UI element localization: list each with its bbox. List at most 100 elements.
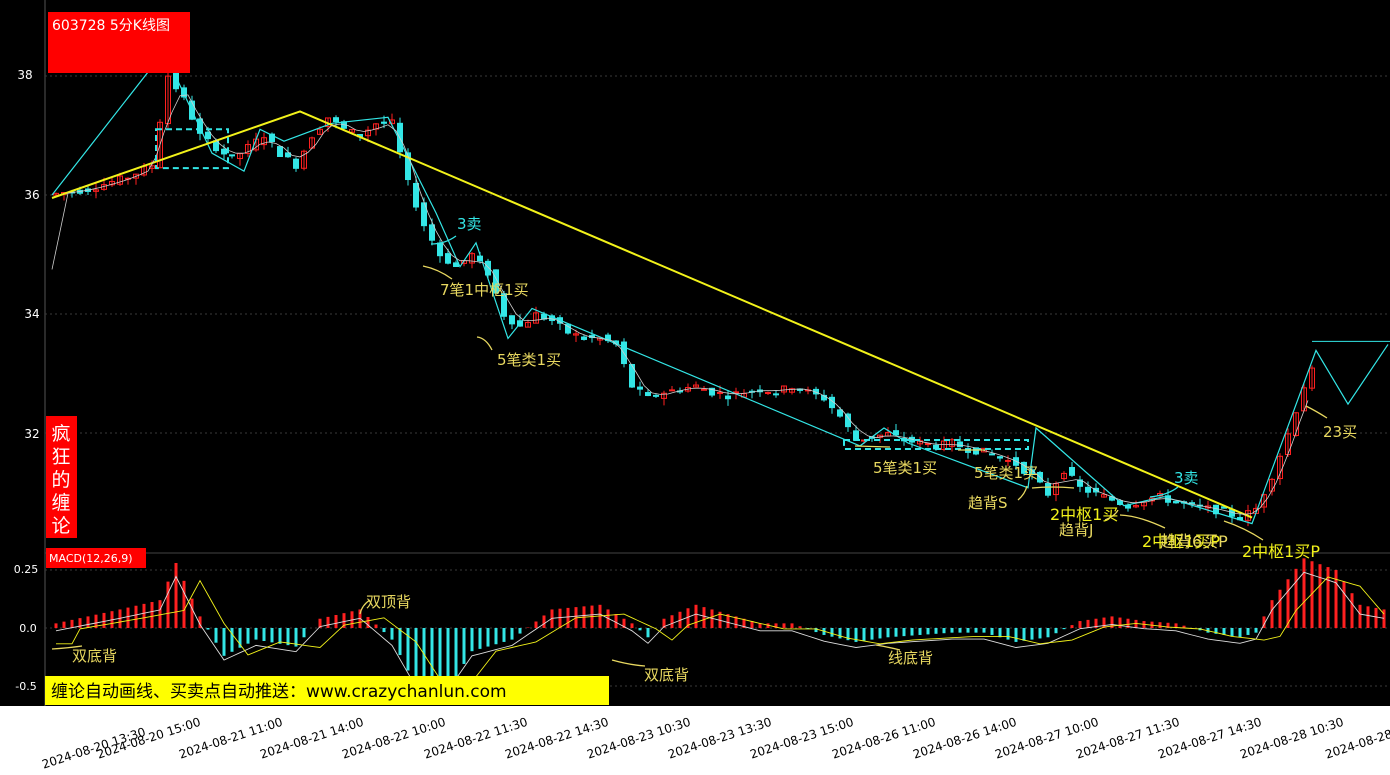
- y-tick-34: 34: [24, 307, 39, 321]
- candle-body: [293, 158, 299, 169]
- side-label-char: 疯: [51, 423, 70, 445]
- candle-body: [1045, 483, 1051, 496]
- candle-body: [453, 262, 459, 268]
- annotation-line-bottom-div: 线底背: [888, 649, 933, 667]
- candle-body: [245, 144, 251, 154]
- candle-body: [1005, 459, 1011, 462]
- y-tick-38: 38: [17, 68, 32, 82]
- candle-body: [277, 146, 283, 157]
- annotation-arrows: [51, 235, 1328, 667]
- candle-body: [389, 119, 395, 125]
- candle-body: [669, 389, 675, 392]
- banner-text: 缠论自动画线、买卖点自动推送：www.crazychanlun.com: [51, 682, 507, 702]
- candle-body: [637, 386, 643, 390]
- candle-body: [93, 189, 99, 192]
- arrow-7bi: [422, 265, 453, 280]
- candle-body: [725, 395, 731, 400]
- candle-body: [853, 430, 859, 441]
- candle-body: [573, 333, 579, 336]
- candle-body: [269, 133, 275, 143]
- candle-body: [429, 224, 435, 241]
- candle-body: [765, 392, 771, 395]
- annotation-double-bottom-div-2: 双底背: [644, 666, 689, 684]
- macd-tick-neg05: -0.5: [15, 680, 36, 693]
- candle-body: [149, 165, 155, 169]
- pivot-box: [155, 128, 229, 170]
- candle-body: [949, 439, 955, 447]
- side-label-char: 论: [51, 515, 70, 537]
- annotation-3sell-2: 3卖: [1174, 469, 1199, 487]
- macd-bars: [54, 558, 1386, 703]
- candle-body: [493, 269, 499, 294]
- candle-body: [645, 392, 651, 397]
- candle-body: [773, 393, 779, 396]
- candle-body: [221, 148, 227, 155]
- arrow-line-bottom: [875, 644, 901, 651]
- candle-body: [333, 117, 339, 123]
- candle-body: [629, 363, 635, 388]
- candle-body: [469, 253, 475, 264]
- arrow-2pivot-p2: [1223, 520, 1264, 541]
- candle-body: [485, 260, 491, 276]
- arrow-3sell-1: [430, 235, 457, 245]
- candle-body: [157, 121, 163, 169]
- annotation-5bi-buy-1: 5笔类1买: [497, 351, 561, 369]
- annotation-trend-j: 趋背J: [1059, 521, 1093, 539]
- annotation-double-bottom-div-1: 双底背: [72, 647, 117, 665]
- candle-body: [1029, 469, 1035, 475]
- y-axis-strip: [0, 0, 45, 706]
- annotation-trend-6buy: 趋背6买P: [1160, 532, 1228, 551]
- candle-body: [525, 321, 531, 328]
- macd-tick-0: 0.0: [19, 622, 37, 635]
- y-tick-36: 36: [24, 188, 39, 202]
- candle-body: [165, 75, 171, 125]
- x-axis-strip: [0, 706, 1390, 775]
- candle-body: [229, 154, 235, 157]
- arrow-double-bottom-2: [611, 659, 646, 667]
- candle-body: [565, 323, 571, 334]
- candle-body: [117, 175, 123, 185]
- arrow-double-bottom-1: [51, 645, 83, 650]
- y-tick-labels: 38 36 34 32 0.25 0.0 -0.5: [14, 68, 40, 693]
- macd-tick-025: 0.25: [14, 563, 39, 576]
- candle-body: [997, 456, 1003, 459]
- banner-box: [45, 676, 609, 705]
- side-label-char: 的: [51, 469, 70, 491]
- annotation-2pivot-buy-p2: 2中枢1买P: [1242, 542, 1320, 561]
- candle-body: [1309, 367, 1315, 389]
- annotation-2pivot-buy-p: 2中枢1买P: [1142, 532, 1220, 551]
- arrow-2pivot: [1031, 486, 1075, 489]
- grid-lines: [45, 75, 1390, 687]
- macd-dif-line: [55, 571, 1385, 703]
- candle-body: [1077, 479, 1083, 487]
- annotation-23buy: 23买: [1323, 423, 1357, 441]
- arrow-23buy: [1305, 405, 1328, 419]
- candle-body: [653, 394, 659, 397]
- candle-body: [941, 440, 947, 451]
- arrow-5bi-2: [854, 445, 891, 448]
- arrow-3sell-2: [1149, 486, 1179, 498]
- annotation-double-top-div: 双顶背: [366, 593, 411, 611]
- candle-body: [701, 388, 707, 391]
- candle-body: [1173, 501, 1179, 504]
- candle-body: [181, 87, 187, 98]
- annotation-7bi-buy: 7笔1中枢1买: [440, 281, 529, 299]
- arrow-2pivot-p: [1119, 514, 1166, 529]
- candle-body: [365, 129, 371, 137]
- macd-dea-line: [56, 576, 1385, 693]
- annotations: 3卖 7笔1中枢1买 5笔类1买 5笔类1买 5笔类1买 趋背S 3卖 2中枢1…: [72, 215, 1357, 684]
- macd-label: MACD(12,26,9): [49, 552, 133, 565]
- annotation-5bi-buy-3: 5笔类1买: [974, 464, 1038, 482]
- candle-body: [437, 242, 443, 257]
- candle-body: [317, 128, 323, 135]
- candle-body: [205, 131, 211, 140]
- annotation-trend-s: 趋背S: [968, 494, 1008, 512]
- candle-body: [1293, 412, 1299, 436]
- candle-body: [381, 121, 387, 124]
- candle-body: [1261, 494, 1267, 508]
- structure-lines: [51, 50, 1389, 703]
- candle-body: [261, 137, 267, 146]
- candle-body: [789, 388, 795, 393]
- candle-body: [509, 315, 515, 325]
